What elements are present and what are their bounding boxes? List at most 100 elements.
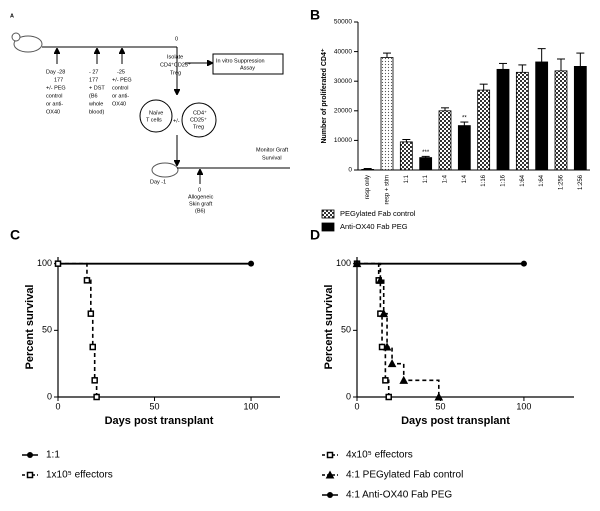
- diagram-text: 177: [54, 77, 63, 83]
- legend-marker: [27, 452, 33, 458]
- bar: [477, 89, 491, 171]
- mouse: [13, 35, 43, 53]
- diagram-text: Assay: [240, 65, 255, 71]
- bar: [573, 66, 587, 171]
- x-tick-label: 1:16: [481, 174, 487, 186]
- marker: [520, 260, 527, 267]
- x-tick-label: 100: [244, 401, 259, 411]
- legend-label: 1x10⁵ effectors: [46, 470, 113, 481]
- bar: [380, 57, 394, 171]
- legend-label: 4x10⁵ effectors: [346, 450, 413, 461]
- diagram-text: Day -28: [46, 69, 65, 75]
- x-tick-label: 1:4: [443, 174, 449, 183]
- x-tick-label: resp + stim: [385, 175, 391, 205]
- diagram-text: Day -1: [150, 179, 166, 185]
- panel-label: B: [310, 7, 320, 23]
- diagram-text: T cells: [146, 117, 162, 123]
- y-tick-label: 50000: [334, 19, 352, 26]
- mouse: [151, 162, 179, 178]
- x-tick-label: 1:256: [559, 174, 565, 190]
- marker: [54, 260, 62, 267]
- panel-label: C: [10, 227, 20, 243]
- diagram-text: Treg: [193, 124, 204, 130]
- diagram-text: 0: [175, 36, 178, 42]
- diagram-text: In vitro Suppression: [216, 58, 265, 64]
- survival-line: [357, 262, 440, 397]
- diagram-text: + DST: [89, 85, 105, 91]
- y-tick-label: 30000: [334, 78, 352, 85]
- marker: [387, 359, 397, 368]
- marker: [376, 275, 385, 284]
- y-tick-label: 0: [346, 391, 351, 401]
- survival-line: [58, 262, 98, 397]
- marker: [378, 343, 386, 351]
- bar: [535, 61, 549, 171]
- x-tick-label: 0: [55, 401, 60, 411]
- x-tick-label: 50: [150, 401, 160, 411]
- diagram-text: +/- PEG: [46, 85, 66, 91]
- x-tick-label: 1:64: [539, 174, 545, 186]
- x-tick-label: resp only: [365, 175, 371, 199]
- legend-label: Anti-OX40 Fab PEG: [340, 222, 408, 231]
- diagram-text: or anti-: [112, 93, 129, 99]
- marker: [248, 260, 255, 267]
- diagram-text: +/- PEG: [112, 77, 132, 83]
- diagram-text: Treg: [170, 70, 181, 76]
- bar: [515, 71, 529, 171]
- diagram-text: Monitor Graft: [256, 147, 289, 153]
- marker: [399, 375, 409, 384]
- legend-marker: [26, 471, 34, 479]
- x-tick-label: 1:256: [578, 174, 584, 190]
- marker: [91, 377, 98, 384]
- significance-label: **: [462, 116, 467, 122]
- y-axis-label: Percent survival: [323, 285, 335, 370]
- diagram-text: control: [112, 85, 129, 91]
- x-tick-label: 1:16: [501, 174, 507, 186]
- legend-label: 4:1 Anti-OX40 Fab PEG: [346, 490, 452, 501]
- diagram-text: 177: [89, 77, 98, 83]
- diagram-text: Isolate: [167, 54, 183, 60]
- marker: [382, 342, 392, 351]
- diagram-text: Allogeneic: [188, 194, 214, 200]
- marker: [434, 392, 444, 401]
- diagram-text: - 27: [89, 69, 98, 75]
- y-axis-label: Number of proliferated CD4⁺: [321, 48, 328, 143]
- y-tick-label: 40000: [334, 48, 352, 55]
- y-axis-label: Percent survival: [24, 285, 36, 370]
- y-tick-label: 0: [47, 391, 52, 401]
- diagram-text: Skin graft: [189, 201, 213, 207]
- diagram-text: OX40: [46, 109, 60, 115]
- marker: [382, 377, 389, 384]
- x-tick-label: 1:4: [462, 174, 468, 183]
- bar: [554, 70, 568, 171]
- diagram-text: CD4⁺CD25⁺: [160, 61, 191, 68]
- diagram-text: Naïve: [149, 110, 163, 116]
- diagram-text: CD4⁺: [193, 109, 207, 116]
- bar: [438, 110, 452, 171]
- y-tick-label: 10000: [334, 137, 352, 144]
- diagram-text: +/-: [173, 118, 180, 124]
- diagram: A Day -28 177 +/- PEG control or anti- OX40 - …: [10, 13, 290, 214]
- box: [212, 53, 284, 75]
- legend-swatch: [321, 222, 335, 232]
- diagram-text: -25: [117, 69, 125, 75]
- marker: [83, 277, 91, 284]
- cell: [139, 99, 173, 133]
- bar: [361, 169, 375, 171]
- legend-marker: [327, 492, 333, 498]
- mouse-ear: [11, 32, 21, 42]
- bar: [457, 125, 471, 171]
- marker: [385, 393, 392, 401]
- diagram-text: whole: [88, 101, 103, 107]
- x-tick-label: 100: [516, 401, 531, 411]
- diagram-text: (B6: [89, 93, 98, 99]
- significance-label: ***: [422, 150, 430, 156]
- x-tick-label: 0: [354, 401, 359, 411]
- marker: [87, 310, 95, 317]
- bar: [399, 141, 413, 171]
- marker: [379, 309, 389, 318]
- x-tick-label: 50: [435, 401, 445, 411]
- panel-label: D: [310, 227, 320, 243]
- legend-label: PEGylated Fab control: [340, 209, 416, 218]
